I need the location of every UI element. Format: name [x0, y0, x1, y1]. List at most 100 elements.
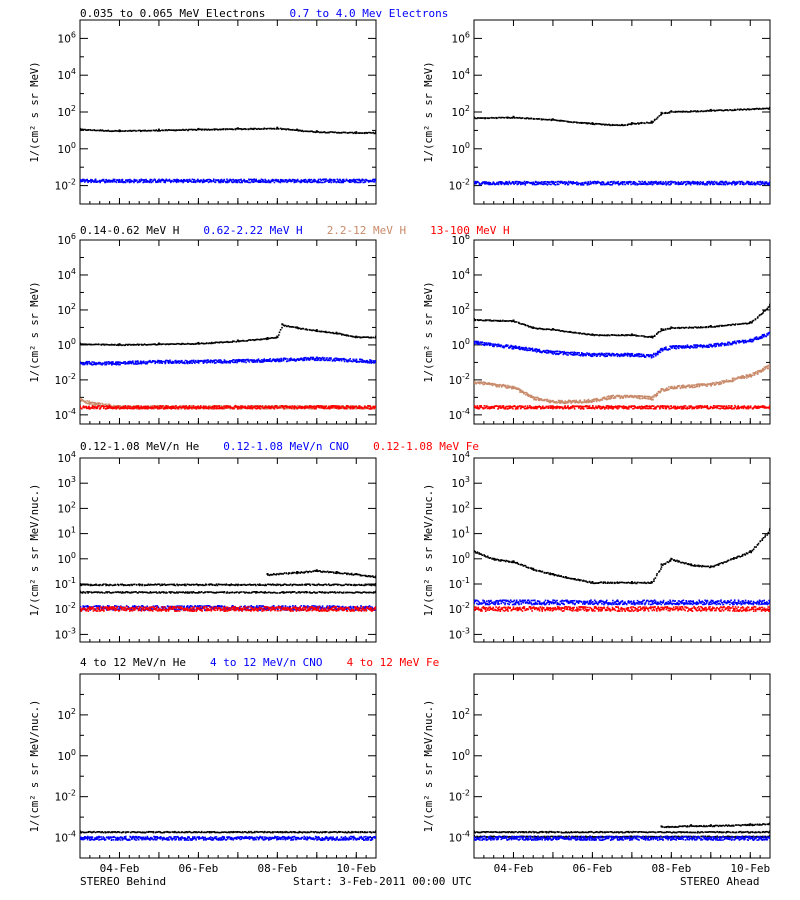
series-dots	[80, 583, 376, 587]
y-axis-label: 1/(cm² s sr MeV)	[29, 61, 41, 162]
panel-frame	[79, 19, 377, 205]
data-point	[335, 571, 338, 573]
x-tick-label: 10-Feb	[730, 862, 770, 875]
y-tick-label: 10-4	[55, 830, 76, 845]
legend-entry: 0.14-0.62 MeV H	[80, 224, 179, 237]
series-1	[80, 356, 376, 366]
y-tick-label: 106	[58, 30, 76, 45]
data-point	[276, 126, 279, 129]
series-dots	[80, 830, 376, 834]
data-point	[375, 583, 376, 585]
data-point	[769, 834, 770, 837]
data-point	[474, 600, 475, 603]
data-point	[157, 342, 160, 345]
series-3	[80, 404, 376, 410]
data-point	[276, 335, 279, 338]
panel-heavy-high-ahead: 10-4 10-2 100 102 04-Feb 06-Feb 08-Feb 10-Feb 1/…	[423, 673, 771, 875]
series-points	[474, 303, 770, 410]
series-0	[80, 323, 376, 347]
series-dots	[474, 404, 770, 410]
data-point	[197, 360, 200, 362]
y-tick-label: 104	[452, 267, 470, 282]
data-point	[474, 318, 475, 321]
series-0	[474, 528, 770, 585]
data-point	[80, 607, 81, 610]
y-tick-label: 10-2	[55, 178, 76, 193]
data-point	[266, 573, 269, 575]
data-point	[670, 345, 673, 348]
y-tick-label: 101	[58, 526, 76, 541]
y-tick-label: 102	[452, 707, 470, 722]
series-4	[80, 605, 376, 612]
series-1	[474, 599, 770, 606]
series-dots	[474, 107, 770, 127]
x-tick-label: 08-Feb	[257, 862, 297, 875]
data-point	[118, 405, 121, 408]
series-2	[474, 605, 770, 612]
series-2	[660, 822, 770, 829]
series-dots	[267, 569, 376, 579]
data-point	[375, 830, 376, 833]
data-point	[80, 830, 81, 833]
data-point	[621, 123, 623, 126]
y-tick-label: 102	[452, 500, 470, 515]
data-point	[80, 836, 81, 839]
series-dots	[661, 823, 770, 829]
data-point	[80, 590, 81, 593]
series-dots	[474, 835, 770, 841]
y-tick-label: 100	[452, 748, 470, 763]
legend-entry: 0.12-1.08 MeV Fe	[373, 440, 479, 453]
series-dots	[474, 331, 770, 359]
data-point	[512, 115, 515, 118]
footer-right: STEREO Ahead	[680, 875, 759, 888]
y-tick-label: 10-2	[449, 178, 470, 193]
data-point	[474, 181, 475, 184]
series-dots	[80, 324, 376, 347]
data-point	[660, 563, 663, 566]
y-tick-label: 10-2	[449, 601, 470, 616]
series-dots	[80, 178, 376, 184]
series-points	[474, 822, 770, 841]
y-tick-label: 10-2	[55, 372, 76, 387]
y-tick-label: 10-4	[55, 407, 76, 422]
series-dots	[474, 605, 770, 612]
y-tick-label: 100	[58, 551, 76, 566]
data-point	[709, 325, 712, 327]
data-point	[769, 836, 770, 839]
data-point	[749, 373, 752, 376]
y-tick-label: 10-1	[55, 576, 76, 591]
series-dots	[474, 305, 770, 339]
data-point	[690, 563, 693, 566]
data-point	[276, 358, 279, 361]
data-point	[236, 127, 239, 130]
y-tick-label: 10-1	[449, 576, 470, 591]
data-point	[709, 824, 712, 827]
panel-frame	[79, 673, 377, 859]
panel-protons-ahead: 10-4 10-2 100 102 104 106 1/(cm² s sr MeV)	[423, 232, 771, 425]
data-point	[749, 338, 752, 341]
data-point	[749, 823, 752, 826]
series-dots	[80, 605, 376, 612]
data-point	[670, 326, 673, 329]
y-axis-label: 1/(cm² s sr MeV/nuc.)	[29, 700, 41, 833]
data-point	[118, 129, 121, 132]
data-point	[630, 122, 633, 125]
panel-frame	[79, 457, 377, 643]
data-point	[769, 822, 770, 825]
data-point	[315, 329, 318, 332]
data-point	[281, 323, 284, 326]
data-point	[474, 836, 475, 839]
data-point	[474, 607, 475, 610]
data-point	[335, 331, 338, 334]
data-point	[650, 120, 653, 123]
series-points	[80, 830, 376, 841]
y-axis-label: 1/(cm² s sr MeV)	[423, 281, 435, 382]
data-point	[296, 128, 299, 131]
data-point	[591, 353, 594, 356]
legend-row-1: 0.14-0.62 MeV H 0.62-2.22 MeV H 2.2-12 MeV…	[80, 224, 510, 237]
data-point	[492, 557, 495, 560]
data-point	[375, 405, 376, 408]
data-point	[474, 340, 475, 343]
series-2	[266, 569, 376, 579]
